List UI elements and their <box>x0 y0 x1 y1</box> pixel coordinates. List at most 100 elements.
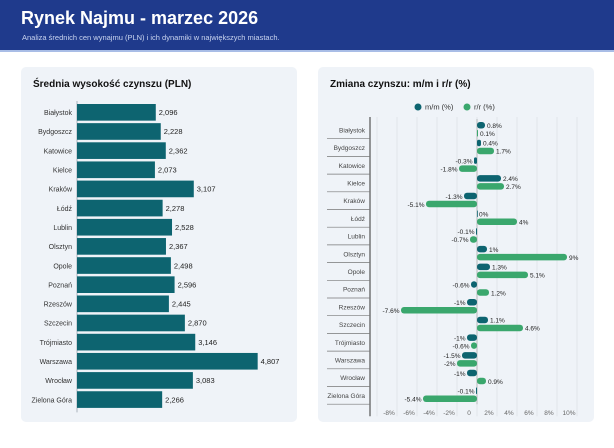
rr-value-label: 0.9% <box>488 379 503 386</box>
rr-bar <box>477 183 504 190</box>
rent-bar <box>77 199 163 217</box>
mm-bar <box>464 192 477 200</box>
change-category-label: Kielce <box>347 180 365 187</box>
rr-bar <box>471 342 477 349</box>
rent-bar <box>77 257 171 274</box>
rent-bar <box>77 314 185 332</box>
change-category-label: Katowice <box>339 163 366 170</box>
mm-value-label: -0.1% <box>458 389 475 396</box>
change-category-label: Wrocław <box>340 375 365 382</box>
mm-bar <box>477 316 488 324</box>
mm-value-label: 0.8% <box>487 123 502 130</box>
rent-category-label: Kielce <box>53 168 72 175</box>
mm-bar <box>467 369 477 377</box>
rent-value-label: 2,073 <box>158 166 177 175</box>
mm-bar <box>462 352 477 359</box>
rent-chart-title: Średnia wysokość czynszu (PLN) <box>33 79 192 90</box>
rr-value-label: -5.1% <box>408 202 425 209</box>
rent-category-label: Białystok <box>44 110 73 117</box>
mm-value-label: 0% <box>479 212 489 219</box>
mm-bar <box>477 175 501 182</box>
rent-category-label: Lublin <box>53 225 72 232</box>
x-tick-label: -4% <box>423 410 435 417</box>
mm-value-label: -1% <box>454 300 466 307</box>
mm-value-label: -0.6% <box>453 282 470 289</box>
mm-bar <box>476 228 477 235</box>
mm-bar <box>477 263 490 271</box>
rent-bar <box>77 276 175 293</box>
rent-value-label: 2,445 <box>172 300 191 309</box>
rent-value-label: 2,228 <box>164 127 183 136</box>
mm-value-label: 1% <box>489 247 499 254</box>
rent-value-label: 2,278 <box>166 204 185 213</box>
rr-bar <box>477 324 523 332</box>
rent-bar <box>77 161 155 179</box>
mm-value-label: 0.4% <box>483 141 498 148</box>
rr-value-label: 4% <box>519 220 529 227</box>
mm-value-label: 1.3% <box>492 265 507 272</box>
rr-value-label: -5.4% <box>405 397 422 404</box>
x-tick-label: 10% <box>562 410 575 417</box>
change-category-label: Lublin <box>348 234 366 241</box>
mm-bar <box>467 299 477 306</box>
rent-value-label: 2,362 <box>169 146 188 155</box>
rent-value-label: 2,096 <box>159 108 178 117</box>
rr-bar <box>470 236 477 243</box>
x-tick-label: 6% <box>524 410 534 417</box>
x-tick-label: 8% <box>544 410 554 417</box>
rent-value-label: 3,146 <box>198 338 217 347</box>
rr-bar <box>477 218 517 225</box>
rent-bar <box>77 333 196 351</box>
mm-value-label: -0.3% <box>456 158 473 165</box>
rent-bar <box>77 218 173 236</box>
change-category-label: Łódź <box>351 216 365 223</box>
rr-bar <box>477 377 486 385</box>
rr-bar <box>459 165 477 172</box>
mm-value-label: -1.5% <box>444 353 461 360</box>
rent-category-label: Olsztyn <box>49 244 72 251</box>
mm-value-label: -1% <box>454 371 466 378</box>
mm-value-label: -1.3% <box>446 194 463 201</box>
mm-value-label: 2.4% <box>503 176 518 183</box>
rent-value-label: 3,107 <box>197 185 216 194</box>
rr-value-label: 1.7% <box>496 149 511 156</box>
rent-value-label: 2,528 <box>175 223 194 232</box>
rent-category-label: Łódź <box>57 206 73 213</box>
mm-bar <box>477 122 485 129</box>
legend-mm-label: m/m (%) <box>425 103 454 112</box>
rr-value-label: 5.1% <box>530 273 545 280</box>
legend-rr-marker <box>463 103 471 111</box>
rent-category-label: Bydgoszcz <box>38 129 72 136</box>
mm-bar <box>471 281 477 288</box>
rent-bar <box>77 104 156 121</box>
change-panel: Zmiana czynszu: m/m i r/r (%) <box>318 67 594 422</box>
rent-category-label: Warszawa <box>40 359 73 366</box>
rent-bar <box>77 142 166 159</box>
rr-value-label: 9% <box>569 255 579 262</box>
x-tick-label: 0 <box>467 410 471 417</box>
rent-category-label: Zielona Góra <box>32 397 73 404</box>
rent-category-label: Poznań <box>48 282 72 289</box>
change-category-label: Bydgoszcz <box>334 145 365 152</box>
change-category-label: Białystok <box>339 127 366 134</box>
rent-value-label: 2,870 <box>188 319 207 328</box>
rr-bar <box>477 271 528 279</box>
rent-category-label: Wrocław <box>45 378 73 385</box>
change-category-label: Poznań <box>343 287 365 294</box>
rent-category-label: Kraków <box>49 187 73 194</box>
mm-value-label: -1% <box>454 335 466 342</box>
rr-value-label: -0.7% <box>452 237 469 244</box>
rent-bar <box>77 391 163 408</box>
mm-bar <box>476 387 477 394</box>
rent-bar <box>77 238 166 255</box>
rr-bar <box>477 130 478 137</box>
rr-bar <box>457 360 477 367</box>
rent-value-label: 2,498 <box>174 261 193 270</box>
change-category-label: Szczecin <box>339 322 365 329</box>
rr-value-label: -2% <box>444 361 456 368</box>
rr-value-label: 0.1% <box>480 131 495 138</box>
rent-bar <box>77 123 161 140</box>
rr-value-label: -7.6% <box>383 308 400 315</box>
change-category-label: Kraków <box>343 198 365 205</box>
